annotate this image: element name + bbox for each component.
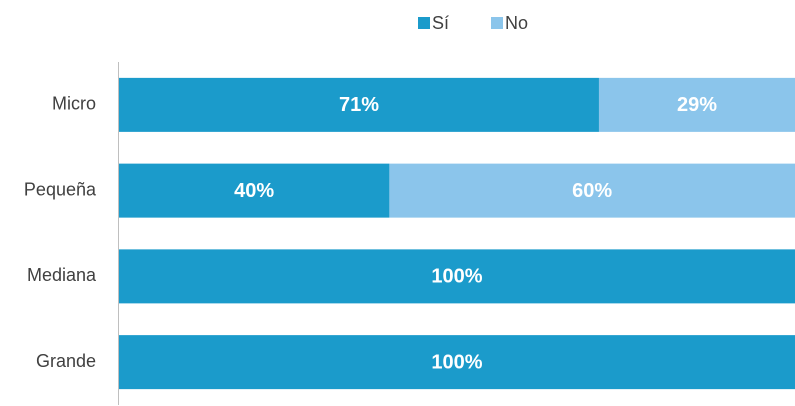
bar-segment — [119, 77, 599, 132]
y-tick-label: Grande — [36, 351, 96, 371]
legend-swatch — [418, 17, 430, 29]
bar-segment — [598, 77, 795, 132]
data-label: 71% — [339, 94, 379, 116]
legend-label: No — [505, 13, 528, 33]
data-label: 60% — [572, 180, 612, 202]
legend-label: Sí — [432, 13, 449, 33]
bar-segment — [119, 335, 795, 390]
y-tick-label: Mediana — [27, 265, 97, 285]
data-label: 100% — [431, 266, 482, 288]
legend-swatch — [491, 17, 503, 29]
bar-segment — [119, 249, 795, 304]
data-label: 40% — [234, 180, 274, 202]
bar-segment — [389, 163, 795, 218]
bar-segment — [119, 163, 390, 218]
y-tick-label: Micro — [52, 94, 96, 114]
y-tick-label: Pequeña — [24, 179, 97, 199]
data-label: 100% — [431, 351, 482, 373]
data-label: 29% — [677, 94, 717, 116]
